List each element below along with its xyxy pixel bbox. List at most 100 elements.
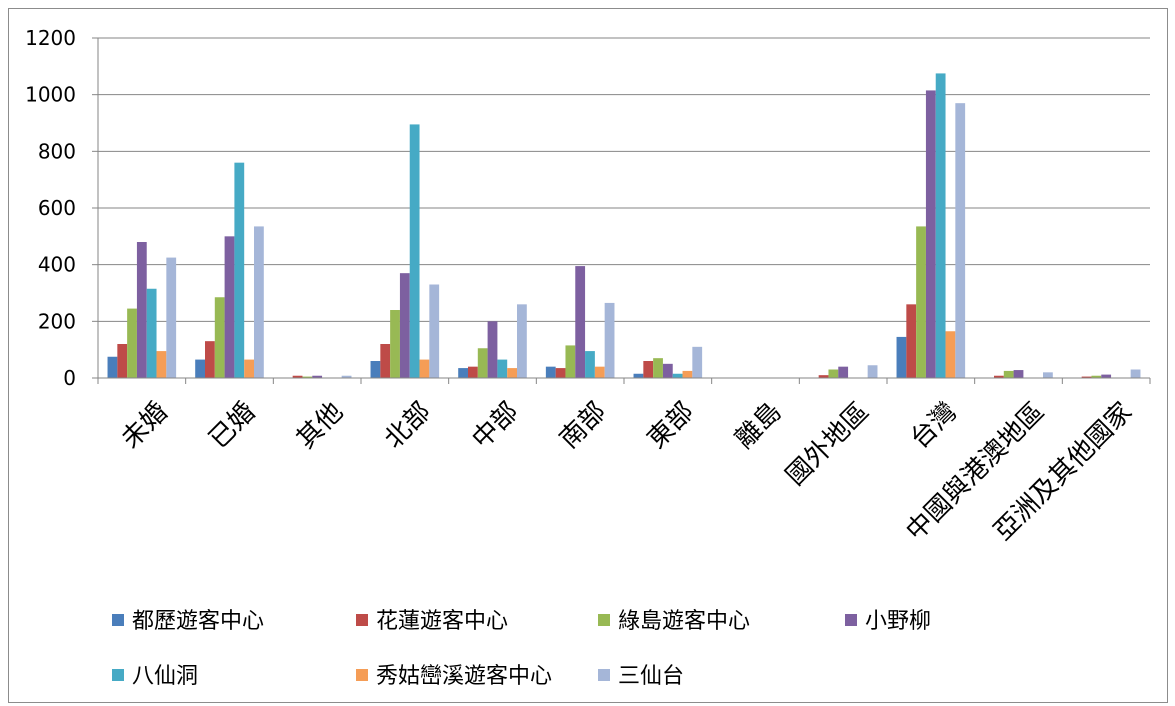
bar: [487, 321, 498, 378]
bar: [429, 284, 440, 378]
bar: [234, 162, 245, 378]
bar: [419, 359, 430, 378]
y-tick-label: 400: [38, 253, 76, 277]
bar: [925, 90, 936, 379]
bar: [1013, 370, 1024, 378]
bar: [672, 373, 683, 378]
x-category-label: 其他: [291, 397, 349, 455]
bar: [517, 304, 527, 378]
x-category-label: 南部: [554, 397, 612, 455]
bar: [575, 266, 586, 378]
x-category-label: 中部: [466, 397, 524, 455]
legend-label: 小野柳: [865, 609, 931, 634]
bar: [409, 124, 420, 379]
bar: [1130, 369, 1141, 378]
bar: [117, 344, 128, 378]
bar: [565, 345, 576, 378]
bar: [867, 365, 878, 378]
bar: [662, 363, 673, 378]
legend-swatch: [845, 614, 857, 626]
bar: [370, 361, 381, 378]
legend-swatch: [598, 669, 610, 681]
bar: [545, 366, 556, 378]
bar: [497, 359, 508, 378]
bar: [594, 366, 605, 378]
bar: [390, 310, 400, 378]
bar: [458, 368, 468, 378]
bar: [507, 368, 517, 378]
legend-label: 秀姑巒溪遊客中心: [376, 664, 552, 689]
legend-label: 綠島遊客中心: [618, 609, 750, 634]
legend-label: 花蓮遊客中心: [376, 609, 508, 634]
bars: [107, 73, 1141, 379]
bar: [653, 358, 663, 378]
bar: [312, 375, 323, 378]
bar: [399, 273, 410, 378]
bar: [468, 366, 478, 378]
bar: [254, 226, 264, 378]
y-tick-label: 1200: [25, 26, 76, 50]
bar: [1081, 376, 1092, 378]
x-category-label: 台灣: [905, 397, 963, 455]
bar: [341, 375, 352, 378]
bar: [166, 257, 177, 378]
legend-swatch: [112, 669, 124, 681]
x-category-label: 北部: [379, 397, 437, 455]
bar: [906, 304, 917, 378]
bar: [682, 370, 693, 378]
y-tick-label: 800: [38, 139, 76, 163]
bar: [994, 375, 1004, 378]
bar: [1101, 374, 1112, 378]
bar: [1091, 375, 1102, 378]
bar: [127, 308, 137, 378]
bar: [555, 368, 566, 378]
bar: [692, 346, 703, 378]
bar: [302, 376, 313, 378]
bar: [244, 359, 254, 378]
legend-swatch: [356, 669, 368, 681]
x-category-label: 未婚: [116, 397, 174, 455]
bar: [955, 103, 966, 379]
x-category-label: 國外地區: [780, 397, 875, 492]
bar: [818, 375, 829, 378]
bar: [945, 331, 956, 378]
bar: [935, 73, 946, 379]
x-category-label: 東部: [642, 397, 700, 455]
bar: [146, 288, 157, 378]
axes: 0 200 400 600 800 1000 1200: [25, 26, 1151, 390]
legend-label: 八仙洞: [132, 664, 198, 689]
bar: [916, 226, 926, 378]
y-tick-label: 1000: [25, 83, 76, 107]
bar: [156, 351, 167, 378]
bar: [205, 341, 215, 378]
bar: [292, 375, 303, 378]
y-tick-label: 0: [63, 366, 76, 390]
bar: [585, 351, 595, 378]
bar: [136, 242, 147, 378]
bar: [477, 348, 488, 378]
y-tick-label: 600: [38, 196, 76, 220]
bar: [828, 369, 839, 378]
bar: [195, 359, 205, 378]
gridlines: [98, 37, 1150, 322]
x-category-label: 離島: [729, 397, 787, 455]
legend-swatch: [598, 614, 610, 626]
bar: [1043, 372, 1053, 378]
bar: [107, 356, 118, 378]
x-category-label: 已婚: [203, 397, 261, 455]
legend-label: 三仙台: [618, 664, 684, 689]
bar: [1003, 370, 1014, 378]
bar: [838, 366, 849, 378]
legend-label: 都歷遊客中心: [132, 609, 264, 634]
bar: [643, 361, 654, 378]
bar: [604, 302, 615, 378]
bar: [214, 297, 225, 378]
bar: [633, 373, 644, 378]
bar: [380, 344, 391, 378]
bar: [224, 236, 235, 378]
legend-swatch: [356, 614, 368, 626]
y-tick-label: 200: [38, 309, 76, 333]
